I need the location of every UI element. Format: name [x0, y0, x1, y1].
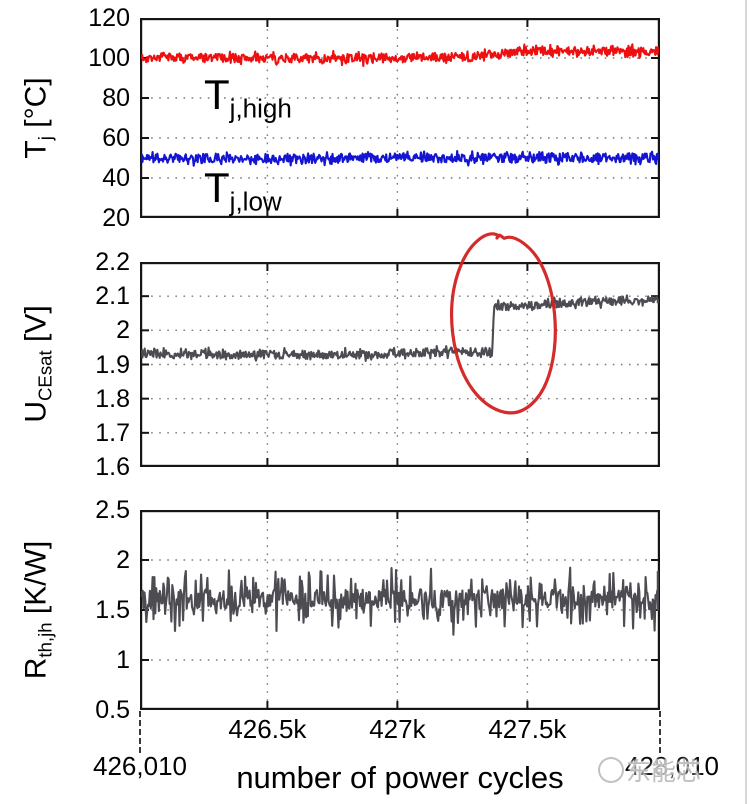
ytick-label: 120 [88, 4, 130, 32]
x-end-value: 428,010 [625, 751, 719, 781]
ytick-label: 100 [88, 44, 130, 72]
panel-svg-1 [140, 262, 660, 467]
ytick-label: 1.9 [95, 350, 130, 379]
xtick-label: 427.5k [488, 714, 567, 744]
x-start-value: 426,010 [93, 751, 187, 781]
watermark: 东能芯 [598, 752, 701, 788]
xtick-label: 426.5k [228, 714, 307, 744]
ytick-label: 1.7 [95, 418, 130, 447]
tj-high-label-sub: j,high [229, 93, 292, 124]
trace-T_j,low [141, 149, 659, 167]
ytick-label: 2 [116, 316, 130, 345]
trace-T_j,high [141, 43, 659, 67]
watermark-panda-logo-icon [598, 757, 624, 783]
ytick-label: 20 [102, 204, 130, 232]
panel-svg-0 [140, 18, 660, 218]
ytick-label: 40 [102, 164, 130, 192]
watermark-text: 东能芯 [626, 758, 702, 786]
x-axis-label: number of power cycles [236, 760, 564, 795]
xtick-label: 427k [369, 714, 426, 744]
right-range-guide-line [659, 711, 661, 753]
tj-low-label-sub: j,low [229, 186, 282, 217]
ytick-label: 1.5 [95, 596, 130, 624]
panel-svg-2 [140, 510, 660, 710]
image-edge-line [745, 0, 747, 804]
ytick-label: 2.1 [95, 282, 130, 311]
tj-low-label-base: T [204, 164, 230, 211]
tj-high-series-label: Tj,high [204, 71, 292, 124]
ytick-label: 1.6 [95, 453, 130, 481]
tj-high-label-base: T [204, 71, 230, 118]
ytick-label: 80 [102, 84, 130, 112]
tj-low-series-label: Tj,low [204, 164, 282, 217]
ytick-label: 0.5 [95, 696, 130, 724]
ytick-label: 2.5 [95, 496, 130, 524]
ytick-label: 60 [102, 124, 130, 152]
trace-U_CEsat [141, 294, 659, 362]
ytick-label: 1.8 [95, 384, 130, 413]
ytick-label: 2.2 [95, 248, 130, 276]
trace-R_th,jh [141, 566, 659, 636]
ytick-label: 1 [116, 646, 130, 674]
ytick-label: 2 [116, 546, 130, 574]
left-range-guide-line [139, 711, 141, 753]
